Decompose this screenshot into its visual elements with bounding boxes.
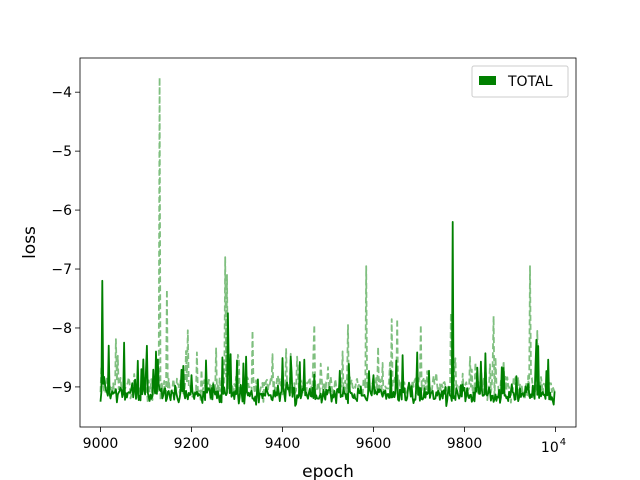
- y-tick-label: −7: [51, 262, 72, 278]
- y-axis: −4 −5 −6 −7 −8 −9: [51, 85, 80, 396]
- x-tick-label: 9200: [174, 436, 210, 452]
- series-layer: [99, 76, 556, 408]
- x-tick-label: 9600: [356, 436, 392, 452]
- x-tick-label: 9000: [83, 436, 119, 452]
- legend-swatch-total: [479, 76, 496, 85]
- legend-box: [471, 65, 569, 98]
- y-tick-label: −8: [51, 321, 72, 337]
- x-tick-label: 9400: [265, 436, 301, 452]
- x-axis: 9000 9200 9400 9600 9800 104: [83, 427, 566, 456]
- y-tick-label: −9: [51, 380, 72, 396]
- y-tick-label: −4: [51, 85, 72, 101]
- y-axis-label: loss: [20, 226, 40, 259]
- legend-label-total: TOTAL: [507, 74, 553, 90]
- legend: TOTAL: [471, 65, 569, 98]
- x-axis-label: epoch: [302, 462, 354, 480]
- plot-frame: [79, 57, 577, 428]
- x-tick-label: 9800: [447, 436, 483, 452]
- series-line-total: [99, 220, 556, 408]
- y-tick-label: −5: [51, 144, 72, 160]
- y-tick-label: −6: [51, 203, 72, 219]
